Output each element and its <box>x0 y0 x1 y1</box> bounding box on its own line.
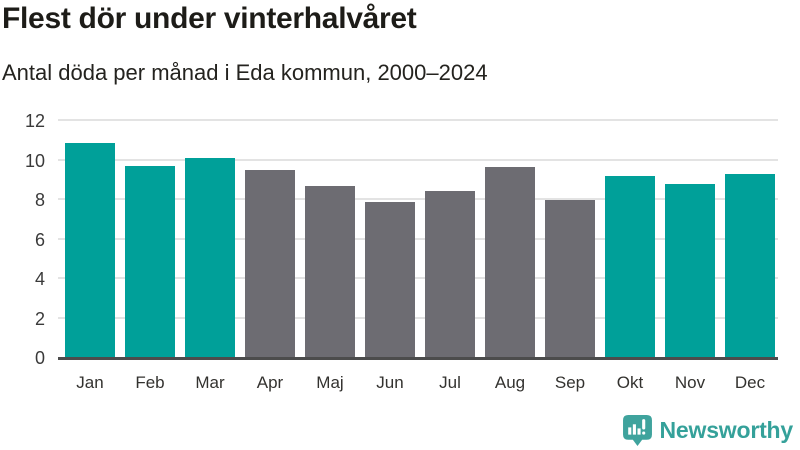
x-axis-label-feb: Feb <box>135 373 165 392</box>
x-axis-label-aug: Aug <box>494 373 526 392</box>
bar-maj <box>305 186 355 357</box>
x-axis-label-sep: Sep <box>554 373 586 392</box>
gridline-6 <box>58 237 778 240</box>
bar-nov <box>665 184 715 357</box>
y-axis-tick-label-12: 12 <box>24 111 45 131</box>
chart-subtitle: Antal döda per månad i Eda kommun, 2000–… <box>2 60 488 85</box>
bar-dec <box>725 174 775 357</box>
gridline-12 <box>58 119 778 121</box>
x-axis-label-jun: Jun <box>376 373 404 392</box>
bar-jan <box>65 142 115 357</box>
bar-mar <box>185 157 235 357</box>
y-axis-tick-label-2: 2 <box>34 308 45 329</box>
bar-aug <box>485 167 535 357</box>
bar-sep <box>545 200 595 357</box>
gridline-8 <box>58 198 778 200</box>
x-axis-label-jan: Jan <box>76 373 104 392</box>
gridline-10 <box>58 158 778 161</box>
brand-logo: Newsworthy <box>622 414 794 446</box>
x-axis-label-dec: Dec <box>734 373 766 392</box>
y-axis-tick-label-0: 0 <box>34 348 45 368</box>
bar-okt <box>605 176 655 357</box>
y-axis-tick-label-8: 8 <box>34 190 45 210</box>
x-axis-label-jul: Jul <box>439 373 461 392</box>
chart-title: Flest dör under vinterhalvåret <box>2 2 417 35</box>
gridline-2 <box>58 316 778 319</box>
gridline-4 <box>58 277 778 279</box>
x-axis-label-nov: Nov <box>674 373 706 392</box>
bar-jul <box>425 191 475 357</box>
x-axis-label-maj: Maj <box>316 373 344 392</box>
y-axis-tick-label-6: 6 <box>34 229 45 250</box>
x-axis-label-mar: Mar <box>195 373 225 392</box>
bar-apr <box>245 170 295 357</box>
y-axis-tick-label-10: 10 <box>24 150 45 171</box>
bar-jun <box>365 201 415 357</box>
plot-area: 0 2 4 6 8 10 12 Jan Feb Mar Apr Maj Jun Jul Aug Sep Okt N… <box>25 111 778 392</box>
brand-name: Newsworthy <box>659 416 794 443</box>
bar-feb <box>125 166 175 357</box>
x-axis-label-apr: Apr <box>256 373 284 392</box>
y-axis-tick-label-4: 4 <box>34 269 45 289</box>
x-axis-label-okt: Okt <box>616 373 644 392</box>
newsworthy-logo-icon <box>622 414 652 446</box>
